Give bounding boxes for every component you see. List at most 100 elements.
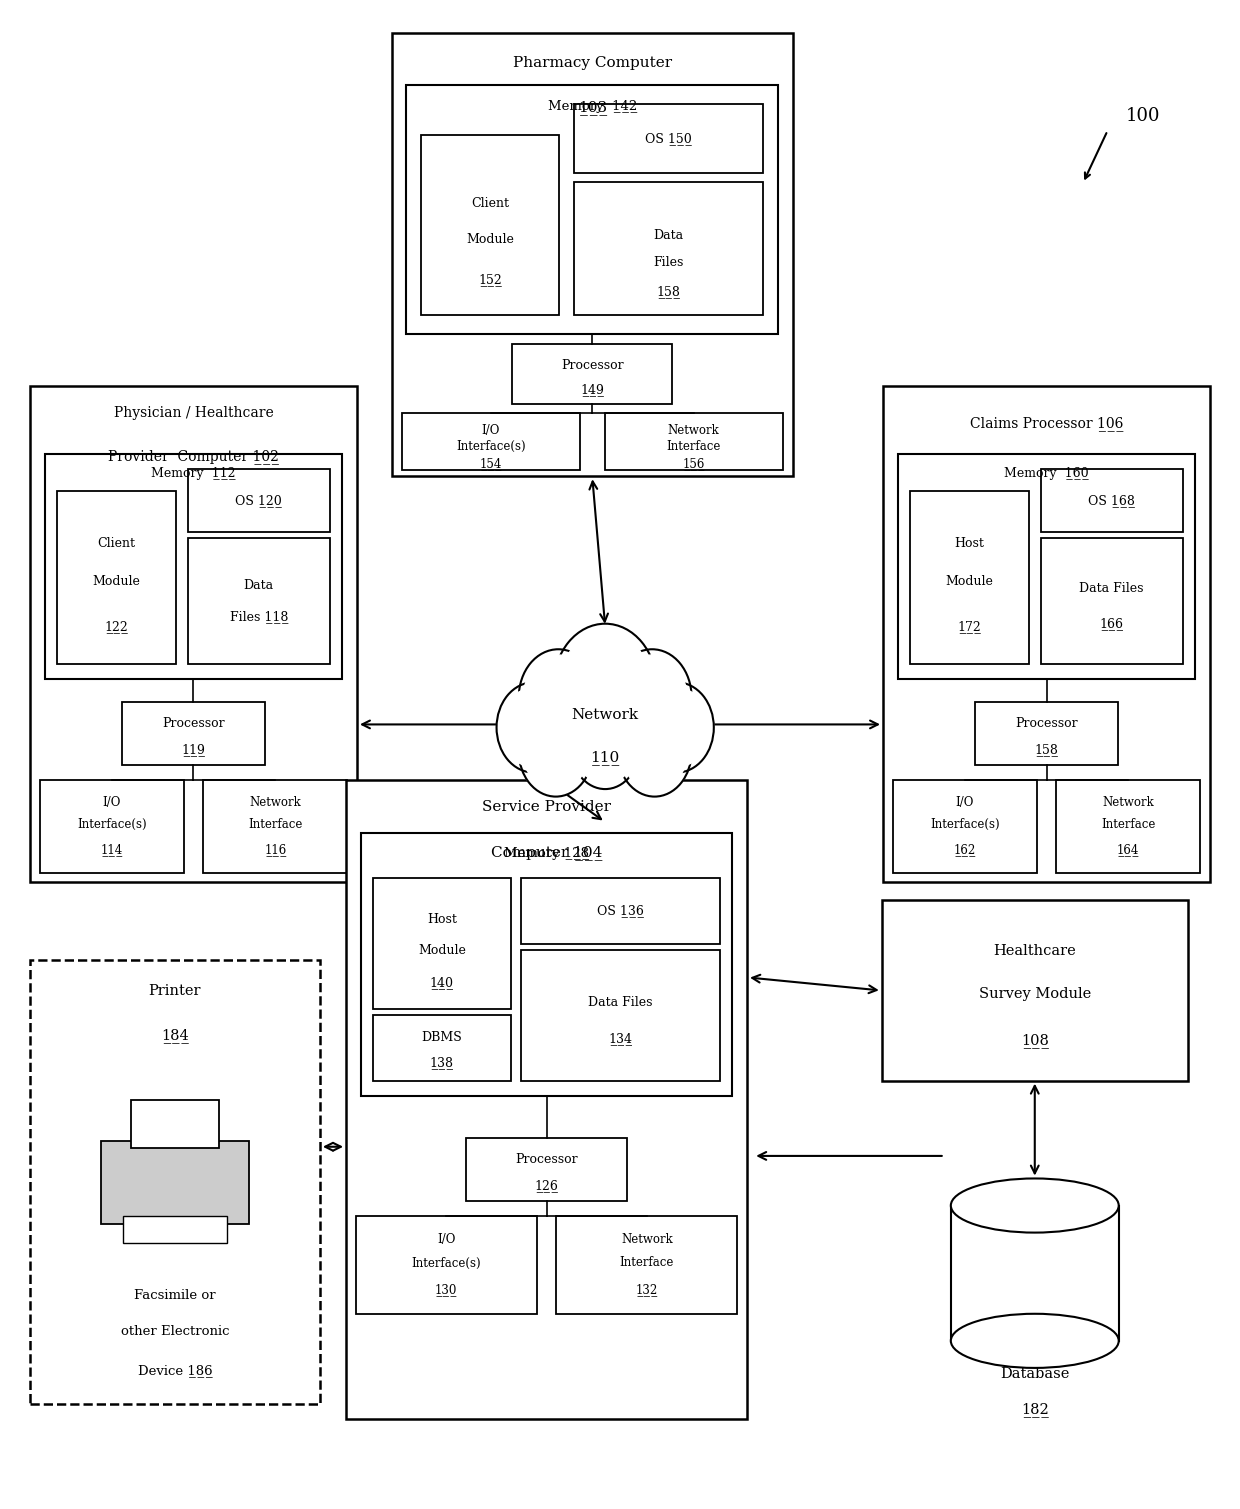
Text: Client: Client: [98, 537, 135, 549]
Text: Interface: Interface: [667, 439, 720, 453]
Text: Pharmacy Computer: Pharmacy Computer: [512, 56, 672, 69]
Text: 1̲5̲8̲: 1̲5̲8̲: [1034, 742, 1059, 756]
Bar: [123, 1216, 227, 1243]
Bar: [910, 492, 1029, 664]
Text: 1̲6̲2̲: 1̲6̲2̲: [954, 844, 976, 857]
Bar: [975, 702, 1118, 765]
Text: 1̲3̲8̲: 1̲3̲8̲: [430, 1056, 454, 1068]
Bar: [346, 780, 748, 1418]
Text: Survey Module: Survey Module: [978, 987, 1091, 1000]
Circle shape: [559, 631, 651, 742]
Text: Module: Module: [418, 943, 466, 957]
Ellipse shape: [951, 1179, 1118, 1233]
Bar: [574, 104, 763, 174]
Circle shape: [618, 655, 687, 739]
Text: Physician / Healthcare: Physician / Healthcare: [114, 406, 273, 420]
Circle shape: [640, 682, 714, 773]
Text: 100: 100: [1126, 107, 1161, 125]
Text: Interface: Interface: [1101, 818, 1156, 831]
Bar: [373, 878, 511, 1010]
Bar: [392, 33, 792, 477]
Circle shape: [622, 712, 687, 791]
Circle shape: [518, 649, 598, 745]
Text: Module: Module: [466, 234, 513, 246]
Text: I/O: I/O: [103, 795, 122, 809]
Bar: [40, 780, 184, 874]
Text: other Electronic: other Electronic: [120, 1325, 229, 1338]
Text: Computer 1̲0̲4̲: Computer 1̲0̲4̲: [491, 845, 603, 860]
Text: 1̲1̲9̲: 1̲1̲9̲: [181, 742, 206, 756]
Text: 1̲4̲9̲: 1̲4̲9̲: [580, 383, 604, 395]
Text: Module: Module: [93, 575, 140, 589]
Circle shape: [618, 706, 692, 797]
Text: Host: Host: [427, 913, 456, 927]
Text: Processor: Processor: [560, 359, 624, 371]
Text: Network: Network: [668, 424, 719, 438]
Text: 1̲0̲3̲: 1̲0̲3̲: [578, 101, 606, 116]
Text: Interface(s): Interface(s): [456, 439, 526, 453]
Bar: [883, 386, 1210, 883]
Text: Files: Files: [653, 255, 683, 269]
Text: Data Files: Data Files: [1080, 582, 1145, 595]
Bar: [521, 949, 720, 1080]
Circle shape: [613, 649, 692, 745]
Bar: [898, 454, 1195, 679]
Circle shape: [553, 623, 657, 750]
Text: I/O: I/O: [436, 1233, 455, 1246]
Text: 1̲5̲2̲: 1̲5̲2̲: [479, 273, 502, 285]
Bar: [373, 1016, 511, 1080]
Bar: [893, 780, 1037, 874]
Text: 1̲2̲6̲: 1̲2̲6̲: [534, 1179, 558, 1192]
Text: Memory  1̲6̲0̲: Memory 1̲6̲0̲: [1004, 466, 1089, 480]
Bar: [122, 702, 265, 765]
Text: 1̲3̲0̲: 1̲3̲0̲: [435, 1283, 458, 1296]
Text: Device 1̲8̲6̲: Device 1̲8̲6̲: [138, 1364, 212, 1378]
Bar: [1040, 469, 1183, 533]
Text: Network: Network: [572, 708, 639, 723]
Ellipse shape: [951, 1314, 1118, 1367]
Text: Provider  Computer 1̲0̲2̲: Provider Computer 1̲0̲2̲: [108, 450, 279, 465]
Text: Interface: Interface: [620, 1257, 675, 1269]
Text: Interface: Interface: [248, 818, 303, 831]
Text: 1̲4̲0̲: 1̲4̲0̲: [430, 976, 454, 990]
Circle shape: [570, 705, 640, 789]
Circle shape: [501, 688, 567, 767]
Text: 1̲6̲6̲: 1̲6̲6̲: [1100, 617, 1123, 631]
Text: 1̲3̲4̲: 1̲3̲4̲: [609, 1032, 632, 1046]
Text: Printer: Printer: [149, 984, 201, 997]
Text: Database: Database: [1001, 1367, 1069, 1381]
Bar: [203, 780, 347, 874]
Circle shape: [645, 688, 709, 767]
Circle shape: [518, 706, 593, 797]
Text: Data: Data: [653, 229, 683, 241]
Text: 1̲1̲6̲: 1̲1̲6̲: [264, 844, 286, 857]
Text: Interface(s): Interface(s): [930, 818, 999, 831]
Text: I/O: I/O: [956, 795, 973, 809]
Text: Memory  1̲4̲2̲: Memory 1̲4̲2̲: [548, 100, 637, 113]
Bar: [605, 413, 782, 471]
Text: OS 1̲2̲0̲: OS 1̲2̲0̲: [236, 493, 283, 507]
Text: 1̲8̲2̲: 1̲8̲2̲: [1021, 1402, 1049, 1417]
Circle shape: [496, 682, 570, 773]
Text: Claims Processor 1̲0̲6̲: Claims Processor 1̲0̲6̲: [970, 416, 1123, 432]
Text: 1̲8̲4̲: 1̲8̲4̲: [161, 1028, 188, 1043]
Text: Interface(s): Interface(s): [77, 818, 146, 831]
Bar: [521, 878, 720, 943]
Bar: [512, 344, 672, 404]
Text: 1̲3̲2̲: 1̲3̲2̲: [636, 1283, 658, 1296]
Bar: [57, 492, 176, 664]
Text: Memory 1̲2̲8̲: Memory 1̲2̲8̲: [503, 847, 589, 860]
Text: Network: Network: [1102, 795, 1154, 809]
Text: 1̲1̲4̲: 1̲1̲4̲: [100, 844, 123, 857]
Text: Network: Network: [249, 795, 301, 809]
Circle shape: [523, 712, 589, 791]
Text: Data Files: Data Files: [588, 996, 652, 1008]
Bar: [45, 454, 342, 679]
Text: Processor: Processor: [162, 717, 224, 730]
Text: Service Provider: Service Provider: [482, 800, 611, 815]
Bar: [130, 1100, 219, 1148]
Bar: [187, 469, 330, 533]
Text: Facsimile or: Facsimile or: [134, 1289, 216, 1302]
Text: Data: Data: [244, 579, 274, 593]
Bar: [951, 1206, 1118, 1342]
